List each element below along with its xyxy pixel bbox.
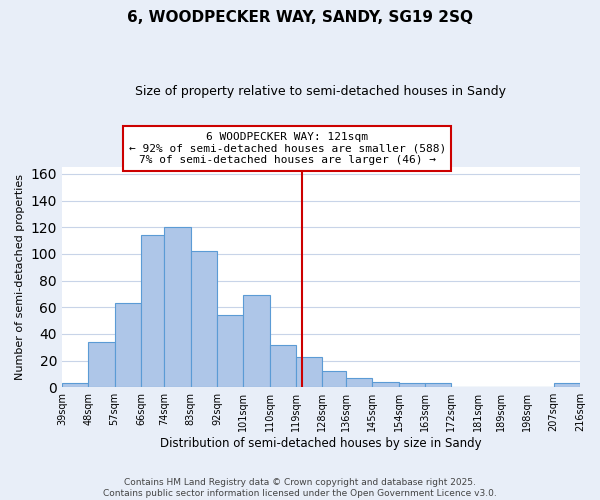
Title: Size of property relative to semi-detached houses in Sandy: Size of property relative to semi-detach…: [136, 85, 506, 98]
Bar: [191, 251, 217, 387]
Text: 6, WOODPECKER WAY, SANDY, SG19 2SQ: 6, WOODPECKER WAY, SANDY, SG19 2SQ: [127, 10, 473, 25]
Text: Contains HM Land Registry data © Crown copyright and database right 2025.
Contai: Contains HM Land Registry data © Crown c…: [103, 478, 497, 498]
Text: 6 WOODPECKER WAY: 121sqm
← 92% of semi-detached houses are smaller (588)
7% of s: 6 WOODPECKER WAY: 121sqm ← 92% of semi-d…: [128, 132, 446, 165]
Bar: [346, 378, 372, 387]
Bar: [554, 383, 580, 387]
Bar: [164, 227, 191, 387]
Bar: [141, 235, 164, 387]
Bar: [425, 383, 451, 387]
Bar: [244, 295, 270, 387]
Y-axis label: Number of semi-detached properties: Number of semi-detached properties: [15, 174, 25, 380]
Bar: [372, 382, 398, 387]
Bar: [88, 342, 115, 387]
X-axis label: Distribution of semi-detached houses by size in Sandy: Distribution of semi-detached houses by …: [160, 437, 482, 450]
Bar: [217, 315, 244, 387]
Bar: [62, 383, 88, 387]
Bar: [115, 303, 141, 387]
Bar: [322, 371, 346, 387]
Bar: [270, 344, 296, 387]
Bar: [296, 356, 322, 387]
Bar: [398, 383, 425, 387]
